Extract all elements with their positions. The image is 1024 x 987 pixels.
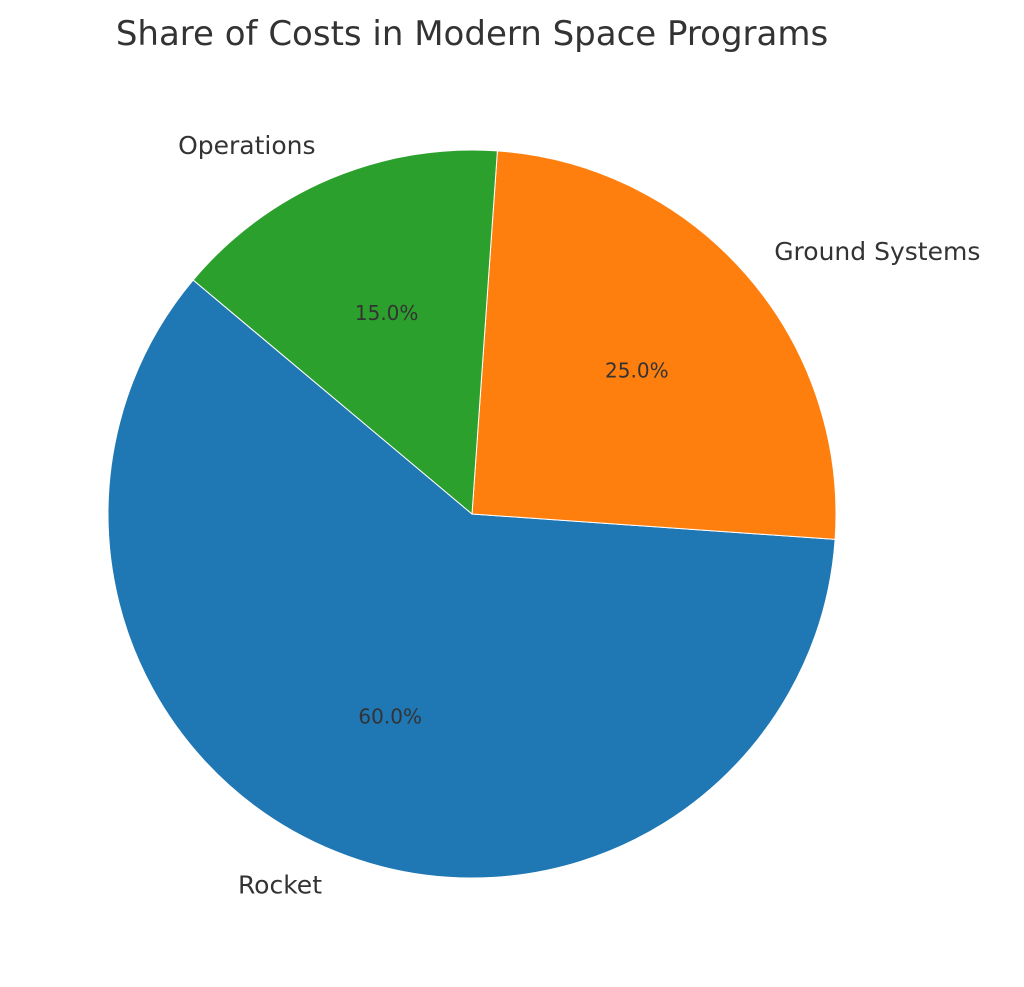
pie-pct-label-operations: 15.0%: [355, 301, 419, 325]
pie-slices: [107, 149, 837, 879]
chart-title: Share of Costs in Modern Space Programs: [116, 14, 828, 54]
pie-slice-ground-systems: [471, 150, 837, 540]
pie-pct-label-ground-systems: 25.0%: [605, 359, 669, 383]
pie-slice-rocket: [107, 279, 836, 879]
pie-pct-label-rocket: 60.0%: [358, 705, 422, 729]
pie-slice-operations: [192, 149, 498, 516]
pie-category-label-ground-systems: Ground Systems: [774, 237, 980, 266]
pie-category-label-operations: Operations: [178, 131, 315, 160]
pie-labels: 60.0% Rocket 25.0% Ground Systems 15.0% Opera…: [178, 131, 980, 900]
pie-category-label-rocket: Rocket: [238, 871, 322, 900]
